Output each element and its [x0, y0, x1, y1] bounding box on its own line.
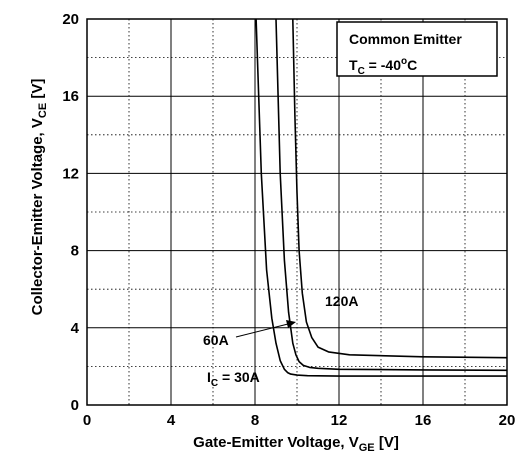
- series-line-i-30a: [255, 19, 507, 377]
- y-tick-label: 8: [71, 243, 79, 260]
- x-tick-label: 8: [251, 412, 259, 429]
- curves: [255, 19, 507, 377]
- y-tick-label: 12: [62, 165, 79, 182]
- series-label-60a: 60A: [203, 332, 229, 348]
- plot-frame: [86, 18, 508, 406]
- tick-labels: 0 4 8 12 16 20 0 4 8 12 16 20: [62, 11, 515, 429]
- legend-line-1: Common Emitter: [349, 31, 462, 47]
- series-label-60a-leader: [235, 323, 289, 338]
- legend-line-2: TC = -40oC: [349, 56, 417, 77]
- legend-box: Common Emitter TC = -40oC: [336, 21, 498, 77]
- x-tick-label: 20: [499, 412, 516, 429]
- series-line-60a: [275, 19, 507, 372]
- series-label-120a: 120A: [325, 293, 358, 309]
- x-tick-label: 0: [83, 412, 91, 429]
- series-label-30a: IC = 30A: [207, 369, 260, 389]
- y-tick-label: 0: [71, 397, 79, 414]
- x-tick-label: 12: [331, 412, 348, 429]
- y-tick-label: 4: [71, 320, 80, 337]
- y-tick-label: 16: [62, 88, 79, 105]
- x-tick-label: 16: [415, 412, 432, 429]
- series-line-120a: [292, 19, 507, 359]
- series-label-60a-arrowhead: [286, 320, 296, 328]
- series-labels: 120A 60A IC = 30A: [203, 293, 358, 389]
- y-axis-label: Collector-Emitter Voltage, VCE [V]: [29, 79, 49, 316]
- x-tick-label: 4: [167, 412, 176, 429]
- y-tick-label: 20: [62, 11, 79, 28]
- x-axis-label: Gate-Emitter Voltage, VGE [V]: [193, 434, 399, 454]
- legend-box-frame: [336, 21, 498, 77]
